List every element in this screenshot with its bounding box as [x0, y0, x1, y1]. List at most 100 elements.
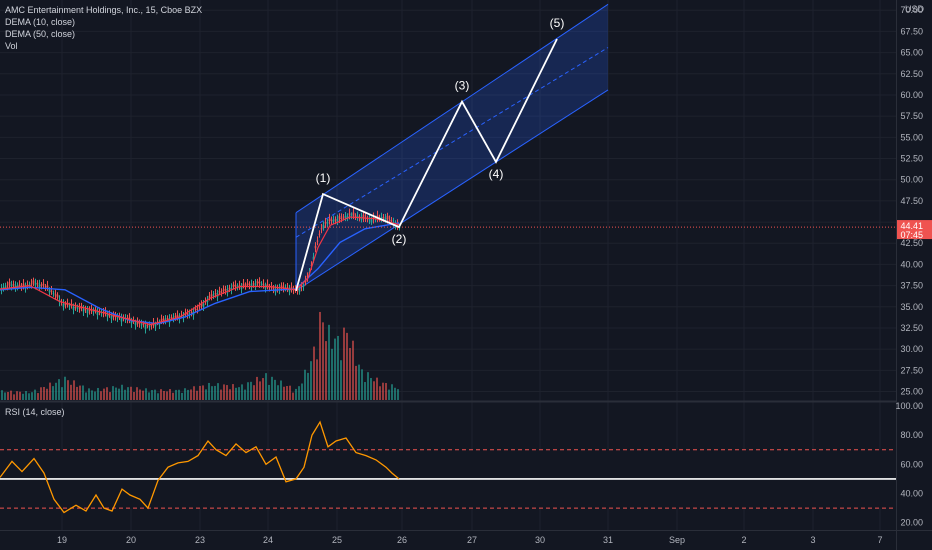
candle-body: [386, 215, 389, 220]
candle-body: [232, 284, 235, 287]
candle-body: [130, 320, 133, 324]
candle-body: [376, 215, 379, 219]
volume-bar: [397, 389, 399, 400]
candle-body: [30, 283, 33, 285]
candle-body: [248, 283, 251, 285]
volume-bar: [361, 369, 363, 400]
time-axis-label: 3: [810, 535, 815, 545]
candle-body: [332, 219, 335, 222]
volume-bar: [325, 341, 327, 400]
candle-body: [132, 321, 135, 323]
volume-bar: [211, 386, 213, 400]
volume-bar: [253, 385, 255, 400]
volume-bar: [130, 386, 132, 400]
candle-body: [162, 318, 165, 321]
candle-body: [148, 326, 151, 328]
volume-bar: [310, 361, 312, 400]
channel-middle-line: [295, 47, 609, 238]
candle-body: [144, 325, 147, 329]
volume-bar: [226, 385, 228, 400]
candle-body: [352, 212, 355, 216]
candle-body: [42, 283, 45, 286]
time-axis-label: 31: [603, 535, 613, 545]
candle-body: [200, 304, 203, 306]
time-axis-label: 26: [397, 535, 407, 545]
candle-body: [354, 215, 357, 217]
candle-body: [34, 283, 37, 285]
candle-body: [254, 283, 257, 286]
volume-bar: [370, 377, 372, 400]
candle-body: [362, 214, 365, 218]
candle-body: [256, 281, 259, 284]
volume-bar: [340, 360, 342, 400]
candle-body: [312, 256, 315, 260]
candle-body: [368, 219, 371, 221]
time-axis-label: 24: [263, 535, 273, 545]
candle-body: [40, 284, 43, 286]
candle-body: [320, 228, 323, 230]
volume-bar: [19, 391, 21, 400]
candle-body: [342, 216, 345, 218]
volume-bar: [337, 335, 339, 400]
volume-bar: [112, 386, 114, 400]
volume-bar: [127, 387, 129, 400]
volume-bar: [172, 392, 174, 400]
candle-body: [360, 217, 363, 220]
candle-body: [392, 222, 395, 224]
candle-body: [382, 217, 385, 219]
volume-bar: [181, 392, 183, 400]
volume-bar: [7, 392, 9, 400]
volume-bar: [178, 389, 180, 400]
volume-bar: [10, 390, 12, 400]
candle-body: [258, 281, 261, 284]
candle-body: [78, 307, 81, 309]
price-axis-label: 30.00: [900, 344, 923, 354]
candle-body: [108, 314, 111, 316]
volume-bar: [157, 393, 159, 400]
candle-body: [116, 317, 119, 319]
candle-body: [28, 284, 31, 286]
volume-bar: [85, 392, 87, 400]
candle-body: [190, 311, 193, 313]
volume-bar: [91, 390, 93, 400]
candle-body: [210, 294, 213, 296]
candle-body: [88, 309, 91, 311]
channel-lower-line: [295, 89, 609, 292]
volume-bar: [220, 389, 222, 400]
volume-bar: [391, 384, 393, 400]
candle-body: [74, 306, 77, 308]
candle-body: [32, 280, 35, 284]
candle-body: [18, 284, 21, 287]
volume-bar: [382, 382, 384, 400]
price-axis-label: 55.00: [900, 132, 923, 142]
candle-body: [104, 311, 107, 314]
candle-body: [334, 219, 337, 221]
volume-bar: [367, 372, 369, 400]
volume-bar: [166, 391, 168, 400]
candle-body: [348, 213, 351, 215]
volume-bar: [217, 383, 219, 400]
wave-label-3: (3): [455, 79, 470, 93]
candle-body: [86, 310, 89, 314]
candle-body: [196, 308, 199, 310]
volume-bar: [205, 389, 207, 400]
volume-bar: [79, 385, 81, 400]
volume-bar: [169, 389, 171, 400]
candle-body: [302, 285, 305, 287]
dema10-line: [0, 216, 400, 326]
candle-body: [286, 287, 289, 289]
volume-bar: [256, 376, 258, 400]
candle-body: [228, 287, 231, 289]
volume-bar: [34, 389, 36, 400]
volume-bar: [286, 386, 288, 400]
volume-bar: [373, 381, 375, 400]
price-axis-label: 37.50: [900, 281, 923, 291]
volume-bar: [28, 393, 30, 400]
wave-label-5: (5): [550, 16, 565, 30]
candle-body: [220, 291, 223, 293]
price-axis-label: 42.50: [900, 238, 923, 248]
volume-bar: [322, 322, 324, 400]
volume-bar: [118, 388, 120, 400]
candle-body: [10, 284, 13, 287]
